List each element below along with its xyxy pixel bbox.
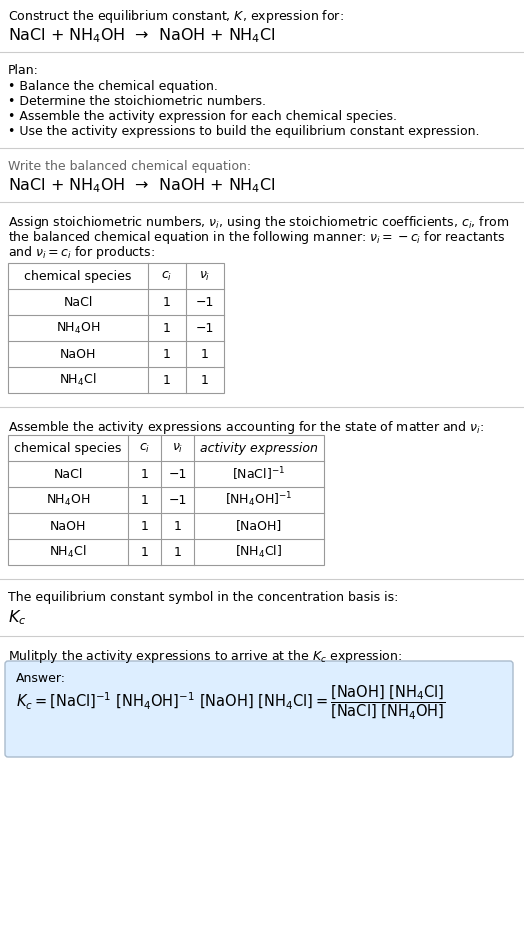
Text: −1: −1 [196, 322, 214, 334]
Text: Mulitply the activity expressions to arrive at the $K_c$ expression:: Mulitply the activity expressions to arr… [8, 648, 402, 665]
Text: • Determine the stoichiometric numbers.: • Determine the stoichiometric numbers. [8, 95, 266, 108]
Text: NaCl + NH$_4$OH  →  NaOH + NH$_4$Cl: NaCl + NH$_4$OH → NaOH + NH$_4$Cl [8, 176, 276, 195]
Text: chemical species: chemical species [14, 441, 122, 455]
Text: 1: 1 [140, 493, 148, 507]
Text: $K_c = \mathrm{[NaCl]^{-1}\ [NH_4OH]^{-1}\ [NaOH]\ [NH_4Cl]} = \dfrac{\mathrm{[N: $K_c = \mathrm{[NaCl]^{-1}\ [NH_4OH]^{-1… [16, 683, 446, 721]
Text: chemical species: chemical species [24, 270, 132, 283]
Text: NaCl: NaCl [63, 295, 93, 308]
Text: NaCl: NaCl [53, 468, 83, 480]
Text: NaOH: NaOH [50, 519, 86, 532]
Text: NaOH: NaOH [60, 347, 96, 361]
Text: NaCl + NH$_4$OH  →  NaOH + NH$_4$Cl: NaCl + NH$_4$OH → NaOH + NH$_4$Cl [8, 26, 276, 45]
Text: the balanced chemical equation in the following manner: $\nu_i = -c_i$ for react: the balanced chemical equation in the fo… [8, 229, 506, 246]
Text: 1: 1 [163, 295, 171, 308]
Text: 1: 1 [140, 468, 148, 480]
Text: NH$_4$OH: NH$_4$OH [46, 493, 90, 508]
Text: 1: 1 [140, 519, 148, 532]
Text: [NaOH]: [NaOH] [236, 519, 282, 532]
Text: 1: 1 [173, 546, 181, 559]
Text: 1: 1 [201, 347, 209, 361]
Text: The equilibrium constant symbol in the concentration basis is:: The equilibrium constant symbol in the c… [8, 591, 398, 604]
Text: Write the balanced chemical equation:: Write the balanced chemical equation: [8, 160, 251, 173]
Text: NH$_4$OH: NH$_4$OH [56, 321, 100, 336]
Text: [NaCl]$^{-1}$: [NaCl]$^{-1}$ [233, 465, 286, 483]
Bar [8, 435, 324, 565]
Text: activity expression: activity expression [200, 441, 318, 455]
Text: [NH$_4$Cl]: [NH$_4$Cl] [235, 544, 282, 560]
Text: Plan:: Plan: [8, 64, 39, 77]
Text: $\nu_i$: $\nu_i$ [172, 441, 183, 455]
Text: 1: 1 [201, 374, 209, 386]
Text: NH$_4$Cl: NH$_4$Cl [49, 544, 86, 560]
Text: $\nu_i$: $\nu_i$ [199, 270, 211, 283]
Text: • Assemble the activity expression for each chemical species.: • Assemble the activity expression for e… [8, 110, 397, 123]
Text: −1: −1 [168, 468, 187, 480]
Text: Assign stoichiometric numbers, $\nu_i$, using the stoichiometric coefficients, $: Assign stoichiometric numbers, $\nu_i$, … [8, 214, 509, 231]
Text: 1: 1 [163, 322, 171, 334]
Text: 1: 1 [163, 374, 171, 386]
Text: $K_c$: $K_c$ [8, 608, 26, 626]
Text: $c_i$: $c_i$ [161, 270, 172, 283]
Text: 1: 1 [173, 519, 181, 532]
Text: • Balance the chemical equation.: • Balance the chemical equation. [8, 80, 218, 93]
Text: NH$_4$Cl: NH$_4$Cl [59, 372, 96, 388]
Text: and $\nu_i = c_i$ for products:: and $\nu_i = c_i$ for products: [8, 244, 155, 261]
FancyBboxPatch shape [5, 661, 513, 757]
Bar [8, 263, 224, 393]
Text: • Use the activity expressions to build the equilibrium constant expression.: • Use the activity expressions to build … [8, 125, 479, 138]
Text: −1: −1 [196, 295, 214, 308]
Text: 1: 1 [140, 546, 148, 559]
Text: Construct the equilibrium constant, $K$, expression for:: Construct the equilibrium constant, $K$,… [8, 8, 344, 25]
Text: $c_i$: $c_i$ [139, 441, 150, 455]
Text: 1: 1 [163, 347, 171, 361]
Text: Answer:: Answer: [16, 672, 66, 685]
Text: Assemble the activity expressions accounting for the state of matter and $\nu_i$: Assemble the activity expressions accoun… [8, 419, 484, 436]
Text: −1: −1 [168, 493, 187, 507]
Text: [NH$_4$OH]$^{-1}$: [NH$_4$OH]$^{-1}$ [225, 491, 293, 510]
